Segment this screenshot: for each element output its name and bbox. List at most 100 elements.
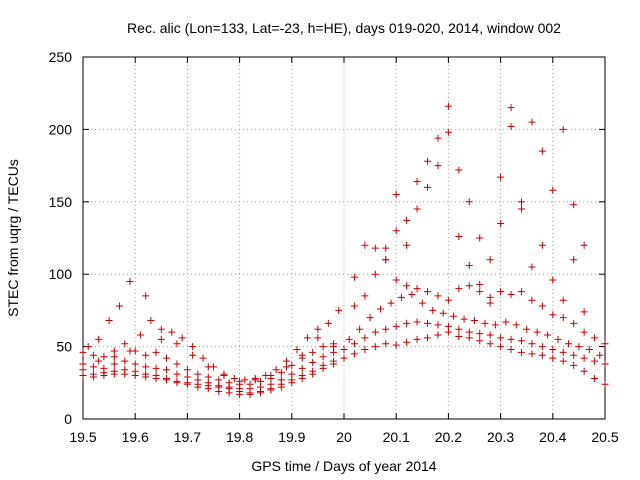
data-point — [387, 299, 395, 307]
series-track-g — [340, 318, 609, 368]
data-point — [591, 334, 599, 342]
data-point — [152, 364, 160, 372]
data-point — [465, 328, 473, 336]
data-point — [570, 201, 578, 209]
series-track-l — [95, 292, 338, 385]
data-point — [444, 128, 452, 136]
data-point — [591, 357, 599, 365]
data-point — [183, 373, 191, 381]
data-point — [303, 334, 311, 342]
data-point — [429, 306, 437, 314]
data-point — [444, 296, 452, 304]
data-point — [408, 290, 416, 298]
data-point — [100, 364, 108, 372]
data-point — [335, 306, 343, 314]
data-point — [533, 328, 541, 336]
data-point — [361, 334, 369, 342]
data-point — [173, 370, 181, 378]
data-point — [183, 366, 191, 374]
data-point — [110, 370, 118, 378]
y-tick-label: 200 — [49, 121, 73, 137]
data-point — [330, 343, 338, 351]
data-point — [397, 293, 405, 301]
data-point — [382, 325, 390, 333]
x-tick-label: 20.4 — [539, 429, 566, 445]
data-point — [95, 357, 103, 365]
data-point — [418, 299, 426, 307]
data-points — [79, 102, 609, 398]
data-point — [277, 369, 285, 377]
data-point — [476, 337, 484, 345]
data-point — [455, 285, 463, 293]
data-point — [157, 325, 165, 333]
data-point — [570, 319, 578, 327]
data-point — [424, 288, 432, 296]
data-point — [163, 376, 171, 384]
data-point — [371, 244, 379, 252]
data-point — [570, 361, 578, 369]
series-track-c — [79, 340, 338, 388]
data-point — [236, 377, 244, 385]
data-point — [580, 328, 588, 336]
y-tick-label: 50 — [56, 339, 72, 355]
x-tick-label: 20.1 — [383, 429, 410, 445]
y-axis-label: STEC from uqrg / TECUs — [5, 159, 21, 317]
data-point — [84, 343, 92, 351]
data-point — [507, 123, 515, 131]
data-point — [497, 173, 505, 181]
data-point — [340, 354, 348, 362]
data-point — [100, 372, 108, 380]
data-point — [350, 340, 358, 348]
data-point — [538, 241, 546, 249]
data-point — [434, 331, 442, 339]
data-point — [215, 376, 223, 384]
x-tick-label: 20.3 — [487, 429, 514, 445]
data-point — [121, 340, 129, 348]
data-point — [298, 351, 306, 359]
data-point — [528, 340, 536, 348]
data-point — [564, 340, 572, 348]
x-tick-label: 19.9 — [278, 429, 305, 445]
data-point — [517, 288, 525, 296]
data-point — [225, 389, 233, 397]
data-point — [544, 331, 552, 339]
data-point — [382, 340, 390, 348]
data-point — [591, 374, 599, 382]
data-point — [163, 354, 171, 362]
data-point — [288, 370, 296, 378]
data-point — [110, 353, 118, 361]
data-point — [497, 343, 505, 351]
data-point — [142, 351, 150, 359]
data-point — [434, 292, 442, 300]
data-point — [350, 273, 358, 281]
data-point — [277, 383, 285, 391]
data-point — [455, 325, 463, 333]
data-point — [309, 359, 317, 367]
y-tick-label: 150 — [49, 194, 73, 210]
x-axis-label: GPS time / Days of year 2014 — [251, 458, 436, 474]
data-point — [356, 325, 364, 333]
data-point — [465, 262, 473, 270]
data-point — [502, 318, 510, 326]
data-point — [413, 318, 421, 326]
data-point — [512, 321, 520, 329]
data-point — [507, 104, 515, 112]
data-point — [392, 276, 400, 284]
data-point — [225, 379, 233, 387]
axis-ticks — [82, 56, 606, 420]
data-point — [580, 367, 588, 375]
data-point — [251, 376, 259, 384]
data-point — [309, 348, 317, 356]
data-point — [371, 343, 379, 351]
x-tick-label: 20.2 — [435, 429, 462, 445]
data-point — [89, 363, 97, 371]
data-point — [215, 387, 223, 395]
data-point — [439, 309, 447, 317]
data-point — [471, 317, 478, 325]
data-point — [319, 353, 327, 361]
y-tick-label: 100 — [49, 266, 73, 282]
data-point — [444, 102, 452, 110]
data-point — [486, 256, 494, 264]
chart-title: Rec. alic (Lon=133, Lat=-23, h=HE), days… — [127, 20, 561, 36]
data-point — [392, 322, 400, 330]
